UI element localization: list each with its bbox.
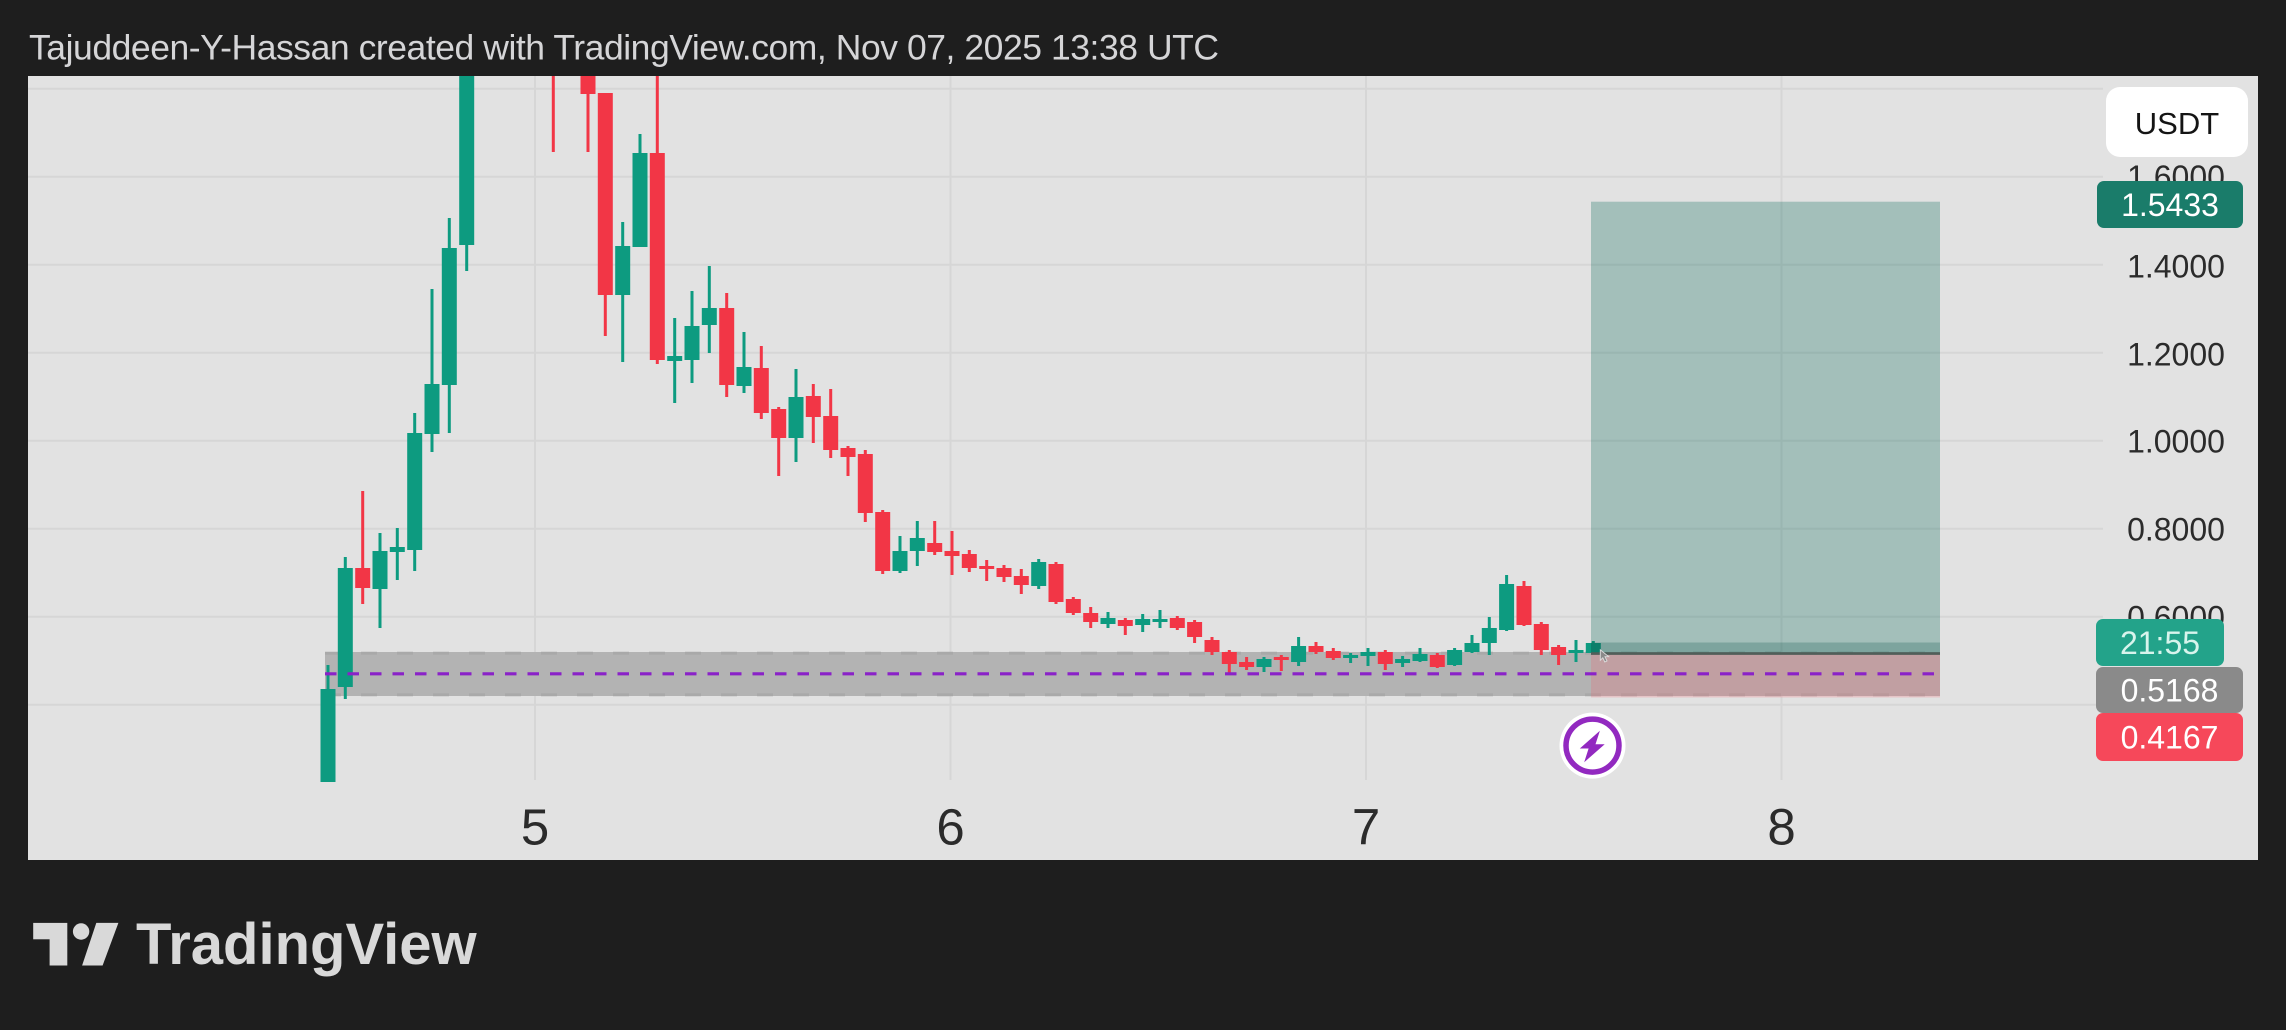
svg-text:21:55: 21:55 [2120,625,2200,661]
svg-text:5: 5 [521,799,549,856]
svg-text:1.4000: 1.4000 [2127,249,2225,285]
svg-text:0.8000: 0.8000 [2127,512,2225,548]
svg-text:6: 6 [936,799,964,856]
svg-text:7: 7 [1352,799,1380,856]
svg-text:1.0000: 1.0000 [2127,424,2225,460]
svg-text:0.4167: 0.4167 [2121,720,2219,756]
svg-text:1.2000: 1.2000 [2127,337,2225,373]
svg-text:USDT: USDT [2135,106,2219,141]
svg-text:0.5168: 0.5168 [2121,673,2219,709]
svg-text:8: 8 [1767,799,1795,856]
svg-text:1.5433: 1.5433 [2121,187,2219,223]
svg-text:Tajuddeen-Y-Hassan created wit: Tajuddeen-Y-Hassan created with TradingV… [29,28,1219,68]
svg-text:TradingView: TradingView [136,912,477,977]
